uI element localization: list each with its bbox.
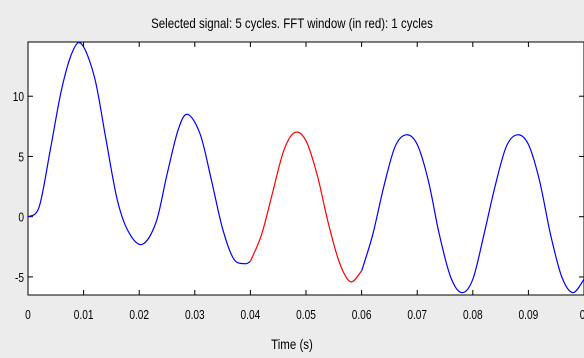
y-tick-label: 5 (18, 150, 24, 164)
series-line (249, 131, 363, 283)
x-tick-label: 0.04 (241, 308, 261, 322)
x-axis-label: Time (s) (271, 336, 313, 352)
x-tick-label: 0.03 (185, 308, 205, 322)
x-tick-label: 0.02 (129, 308, 149, 322)
x-tick-label: 0.09 (519, 308, 539, 322)
x-tick-label: 0.07 (407, 308, 427, 322)
series-line (361, 134, 584, 294)
x-tick-label: 0. (580, 308, 584, 322)
y-tick-label: 10 (13, 90, 25, 104)
y-tick-label: -5 (15, 271, 24, 285)
y-tick-label: 0 (18, 211, 24, 225)
x-tick-label: 0.06 (352, 308, 372, 322)
series-line (27, 42, 251, 265)
x-tick-label: 0.08 (463, 308, 483, 322)
chart-title: Selected signal: 5 cycles. FFT window (i… (151, 15, 433, 31)
x-tick-label: 0 (25, 308, 31, 322)
x-tick-label: 0.05 (296, 308, 316, 322)
x-tick-label: 0.01 (74, 308, 94, 322)
